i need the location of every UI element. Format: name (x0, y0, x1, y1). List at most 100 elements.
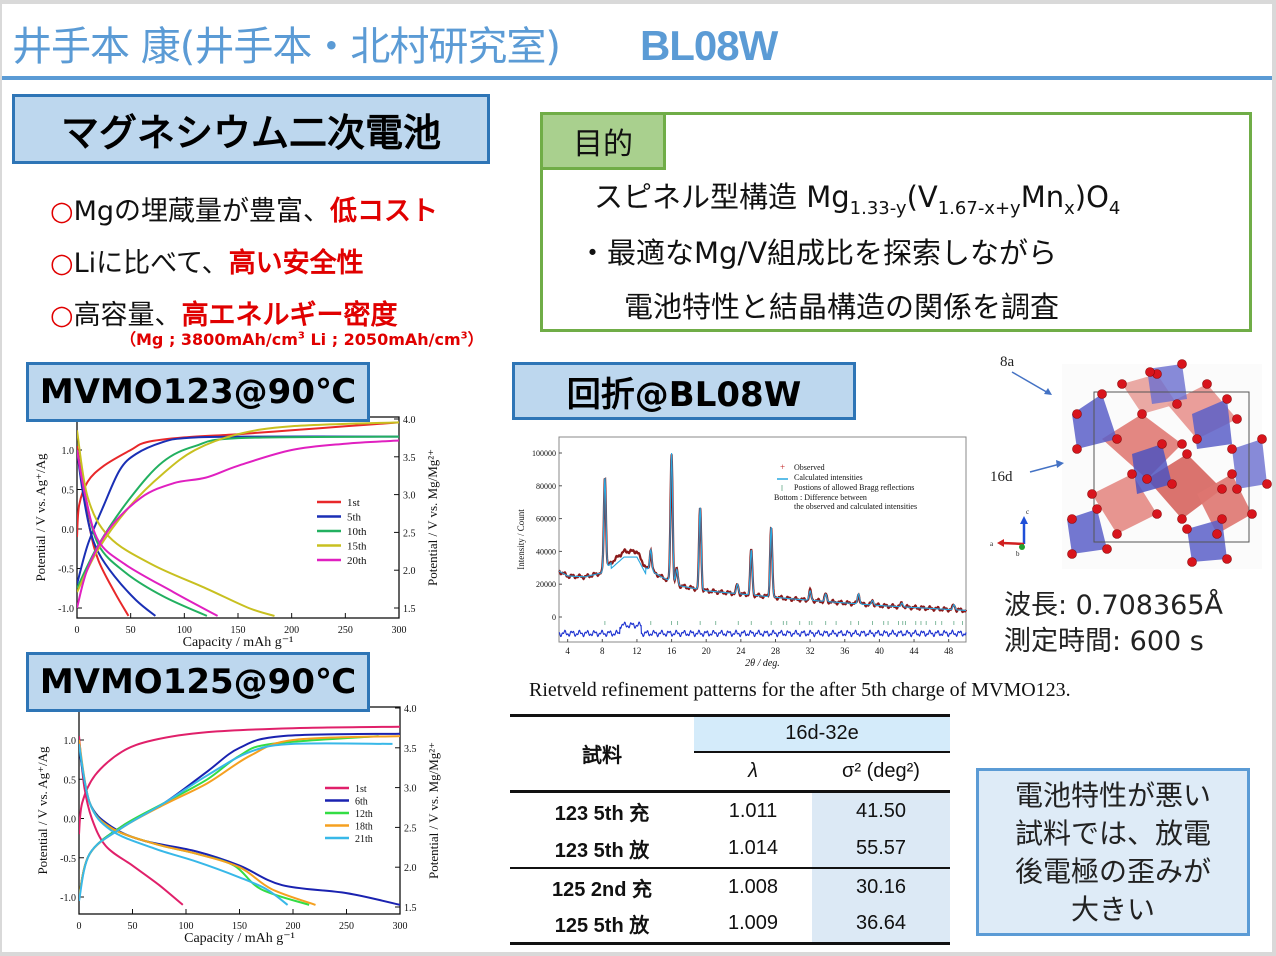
cell-lambda: 1.011 (728, 799, 778, 822)
refinement-table: 試料 16d-32e λ σ² (deg²) 123 5th 充 1.011 4… (510, 714, 950, 945)
bullet-item: ○高容量、高エネルギー密度 (50, 290, 438, 342)
capacity-note: （Mg ; 3800mAh/cm3 Li ; 2050mAh/cm3） (120, 326, 484, 350)
svg-text:100: 100 (177, 625, 192, 636)
svg-text:28: 28 (771, 646, 781, 656)
oxygen-atoms (1067, 359, 1272, 567)
svg-text:0.5: 0.5 (62, 486, 75, 497)
svg-text:+: + (780, 462, 785, 472)
group-label: 16d-32e (785, 722, 859, 745)
purpose-line-2: ・最適なMg/V組成比を探索しながら (578, 236, 1058, 270)
cell-lambda: 1.009 (727, 912, 779, 935)
svg-text:6th: 6th (355, 797, 368, 808)
svg-text:250: 250 (339, 921, 354, 932)
svg-text:Intensity / Count: Intensity / Count (516, 509, 526, 570)
bullet-item: ○Liに比べて、高い安全性 (50, 238, 438, 290)
chart-axes: 0 50 100 150 200 250 300 -1.0 -0.5 0.0 0.5 1.0 1.5 2.… (35, 704, 441, 946)
bullet-text: Liに比べて、 (73, 248, 229, 279)
unit-cell-outline (1093, 391, 1250, 543)
svg-text:0: 0 (77, 921, 82, 932)
svg-text:100: 100 (179, 921, 194, 932)
svg-text:200: 200 (284, 625, 299, 636)
svg-text:5th: 5th (347, 512, 362, 524)
series-21th-discharge (79, 743, 289, 906)
svg-text:100000: 100000 (532, 449, 556, 458)
conclusion-line: 試料では、放電 (1014, 817, 1211, 850)
circle-bullet-icon: ○ (50, 300, 74, 331)
formula-sub: 1.33-y (849, 197, 907, 219)
col-lambda: λ (748, 759, 758, 782)
svg-text:20000: 20000 (536, 580, 556, 589)
svg-text:0: 0 (552, 613, 556, 622)
svg-text:24: 24 (736, 646, 746, 656)
svg-text:1.0: 1.0 (62, 446, 75, 457)
svg-text:1st: 1st (347, 497, 360, 509)
svg-text:1.5: 1.5 (403, 604, 416, 615)
svg-text:20: 20 (702, 646, 712, 656)
series-21th-charge (79, 742, 393, 902)
table-row: 125 5th 放 1.009 36.64 (510, 905, 950, 944)
cell-sample: 123 5th 放 (554, 839, 650, 862)
bullet-highlight: 低コスト (330, 196, 438, 227)
axis-c-label: c (1026, 508, 1029, 516)
formula-part: (V (906, 180, 938, 214)
measurement-time: 測定時間: 600 s (1004, 626, 1204, 657)
svg-text:Calculated intensities: Calculated intensities (794, 473, 863, 482)
purpose-line-3: 電池特性と結晶構造の関係を調査 (624, 290, 1060, 324)
svg-text:12th: 12th (355, 809, 373, 820)
y-axis-label: Potential / V vs. Ag⁺/Ag (35, 746, 50, 875)
purpose-tag: 目的 (540, 112, 666, 170)
cell-sigma: 55.57 (812, 829, 950, 868)
svg-text:8: 8 (600, 646, 605, 656)
svg-text:44: 44 (910, 646, 920, 656)
table-row: 123 5th 放 1.014 55.57 (510, 829, 950, 868)
bullet-text: Mgの埋蔵量が豊富、 (73, 196, 330, 227)
label-16d: 16d (990, 469, 1013, 485)
svg-text:4.0: 4.0 (404, 704, 417, 715)
svg-text:3.0: 3.0 (404, 784, 417, 795)
series-5th-discharge (77, 449, 157, 617)
chart-series (79, 725, 400, 906)
arrow-8a-icon (1011, 371, 1051, 395)
svg-text:Bottom : Difference between: Bottom : Difference between (774, 493, 867, 502)
table-row: 123 5th 充 1.011 41.50 (510, 791, 950, 830)
measurement-info: 波長: 0.708365Å 測定時間: 600 s (1004, 588, 1223, 660)
arrowhead-16d-icon (1056, 460, 1064, 468)
svg-text:300: 300 (393, 921, 408, 932)
svg-text:2.0: 2.0 (404, 863, 417, 874)
svg-text:21th: 21th (355, 834, 373, 845)
svg-text:48: 48 (944, 646, 954, 656)
cell-sigma: 30.16 (812, 867, 950, 906)
svg-text:250: 250 (338, 625, 353, 636)
formula-sub: 1.67-x+y (937, 197, 1021, 219)
series-15th-charge (77, 421, 399, 593)
svg-text:40: 40 (875, 646, 885, 656)
series-1st-discharge (79, 735, 184, 906)
col-group-16d-32e: 16d-32e (694, 715, 950, 753)
svg-text:2.5: 2.5 (404, 823, 417, 834)
section-mvmo123: MVMO123@90℃ (26, 362, 370, 422)
svg-text:16: 16 (667, 646, 677, 656)
purpose-formula: スピネル型構造 Mg1.33-y(V1.67-x+yMnx)O4 (594, 174, 1120, 219)
bullet-item: ○Mgの埋蔵量が豊富、低コスト (50, 186, 438, 238)
formula-sub: x (1064, 197, 1075, 219)
x-axis-label: Capacity / mAh g⁻¹ (183, 635, 294, 650)
note-mg: （Mg ; 3800mAh/cm (120, 330, 298, 349)
chart-legend: 1st 5th 10th 15th 20th (317, 497, 367, 567)
svg-text:150: 150 (231, 625, 246, 636)
chart-mvmo123: 0 50 100 150 200 250 300 -1.0 -0.5 0.0 0.5 1.0 1.5 2.… (33, 415, 440, 650)
intro-bullets: ○Mgの埋蔵量が豊富、低コスト ○Liに比べて、高い安全性 ○高容量、高エネルギ… (50, 186, 438, 342)
label-8a: 8a (1000, 354, 1015, 370)
svg-text:200: 200 (286, 921, 301, 932)
note-li: Li ; 2050mAh/cm (304, 330, 461, 349)
title-divider (2, 76, 1272, 80)
svg-text:3.5: 3.5 (404, 744, 417, 755)
series-15th-discharge (77, 430, 275, 617)
beamline-label: BL08W (639, 22, 778, 69)
axis-a-label: a (990, 540, 994, 548)
bullet-text: 高容量、 (73, 300, 182, 331)
svg-text:-0.5: -0.5 (58, 565, 74, 576)
svg-text:0.0: 0.0 (64, 815, 77, 826)
conclusion-box: 電池特性が悪い 試料では、放電 後電極の歪みが 大きい (976, 768, 1250, 936)
svg-text:50: 50 (128, 921, 138, 932)
lab-title: 井手本 康(井手本・北村研究室) (12, 24, 561, 70)
